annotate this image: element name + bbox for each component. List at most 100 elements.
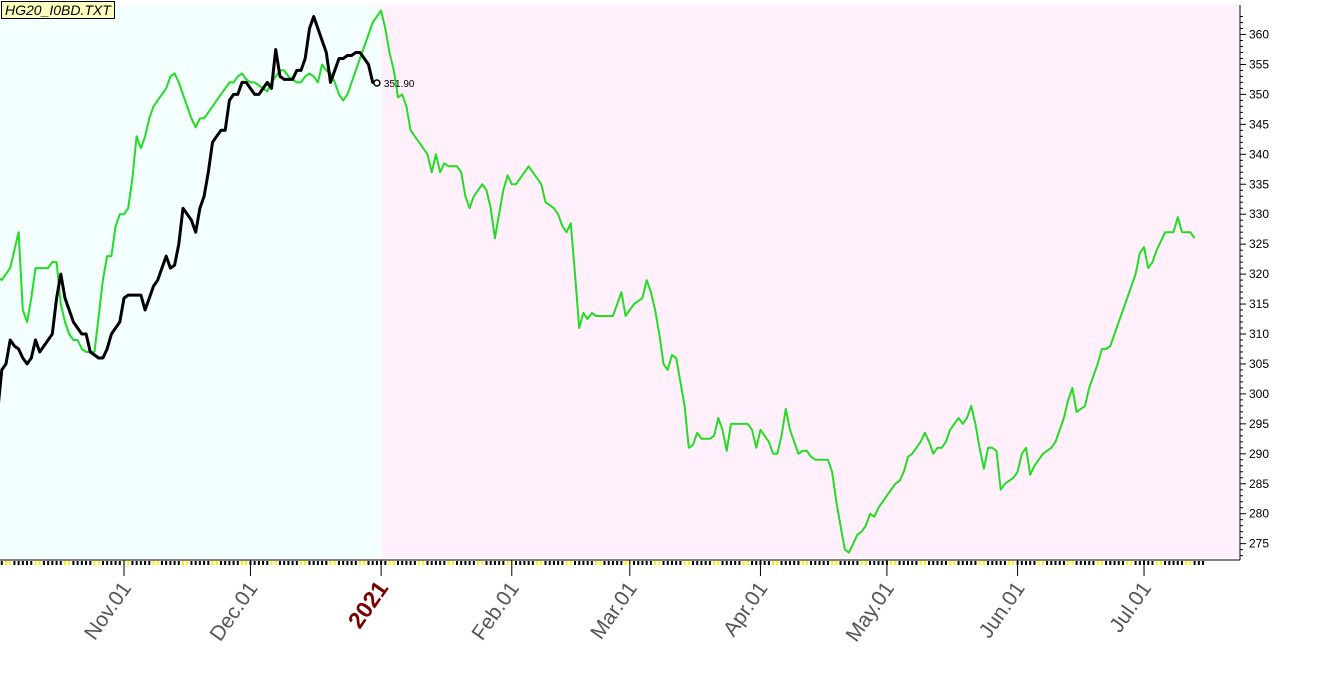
x-day-tick [468,561,471,565]
x-day-tick [439,561,442,565]
y-tick-label: 320 [1249,267,1269,281]
y-tick-label: 275 [1249,537,1269,551]
future-period-background [381,5,1239,558]
x-day-tick [1147,561,1150,565]
x-day-tick [1092,561,1095,565]
y-tick-label: 285 [1249,477,1269,491]
x-day-tick [451,561,454,565]
x-day-tick [21,561,24,565]
y-axis: 275 280 285 290 295 300 305 310 315 320 325 330 335 3… [1239,5,1269,560]
x-day-tick [278,561,281,565]
x-day-tick [101,561,104,565]
x-day-tick [607,561,610,565]
x-day-tick [401,561,404,565]
x-day-tick [455,561,458,565]
x-day-tick [1172,561,1175,565]
x-day-tick [274,561,277,565]
x-day-tick [544,561,547,565]
x-day-tick [788,561,791,565]
x-day-tick [477,561,480,565]
x-day-tick [1134,561,1137,565]
x-day-tick [1088,561,1091,565]
x-day-tick [932,561,935,565]
x-day-tick [1054,561,1057,565]
x-day-tick [304,561,307,565]
x-day-tick [755,561,758,565]
x-day-tick [359,561,362,565]
x-day-tick [1033,561,1036,565]
x-day-tick [1126,561,1129,565]
x-day-tick [751,561,754,565]
x-day-tick [1197,561,1200,565]
x-day-tick [519,561,522,565]
x-day-tick [1164,561,1167,565]
x-day-tick [835,561,838,565]
x-day-tick [169,561,172,565]
x-day-tick [999,561,1002,565]
x-day-tick [1079,561,1082,565]
x-day-tick [38,561,41,565]
x-day-tick [106,561,109,565]
x-day-tick [312,561,315,565]
x-day-tick [928,561,931,565]
x-day-tick [767,561,770,565]
x-day-tick [300,561,303,565]
x-day-tick [177,561,180,565]
x-day-tick [869,561,872,565]
x-day-tick [1003,561,1006,565]
x-day-tick [725,561,728,565]
last-value-marker: 351.90 [373,79,415,90]
x-day-tick [1185,561,1188,565]
x-day-tick [940,561,943,565]
x-day-tick [367,561,370,565]
x-day-tick [72,561,75,565]
x-day-tick [447,561,450,565]
x-day-tick [224,561,227,565]
x-day-tick [654,561,657,565]
x-day-tick [679,561,682,565]
x-day-tick [569,561,572,565]
x-day-tick [1067,561,1070,565]
x-day-tick [59,561,62,565]
x-day-tick [624,561,627,565]
x-day-tick [498,561,501,565]
x-day-tick [1130,561,1133,565]
x-day-tick [489,561,492,565]
x-day-tick [165,561,168,565]
x-day-tick [877,561,880,565]
x-day-tick [1189,561,1192,565]
last-value-dot [373,79,381,87]
x-day-tick [641,561,644,565]
x-day-tick [1100,561,1103,565]
x-day-tick [692,561,695,565]
x-day-tick [620,561,623,565]
x-day-tick [93,561,96,565]
x-day-tick [734,561,737,565]
x-day-tick [388,561,391,565]
x-day-tick [805,561,808,565]
x-day-tick [337,561,340,565]
y-tick-label: 325 [1249,237,1269,251]
x-day-tick [30,561,33,565]
x-day-tick [160,561,163,565]
x-day-tick [1109,561,1112,565]
x-day-tick [919,561,922,565]
x-day-tick [1155,561,1158,565]
x-day-tick [135,561,138,565]
x-day-tick [616,561,619,565]
x-day-tick [822,561,825,565]
x-day-tick [523,561,526,565]
x-day-tick [717,561,720,565]
x-tick-label: May.01 [842,578,899,646]
x-day-tick [852,561,855,565]
x-day-tick [363,561,366,565]
x-day-tick [738,561,741,565]
x-day-tick [443,561,446,565]
x-day-tick [68,561,71,565]
x-day-tick [915,561,918,565]
x-day-tick [418,561,421,565]
x-day-tick [776,561,779,565]
x-day-tick [409,561,412,565]
x-day-tick [291,561,294,565]
x-day-tick [645,561,648,565]
